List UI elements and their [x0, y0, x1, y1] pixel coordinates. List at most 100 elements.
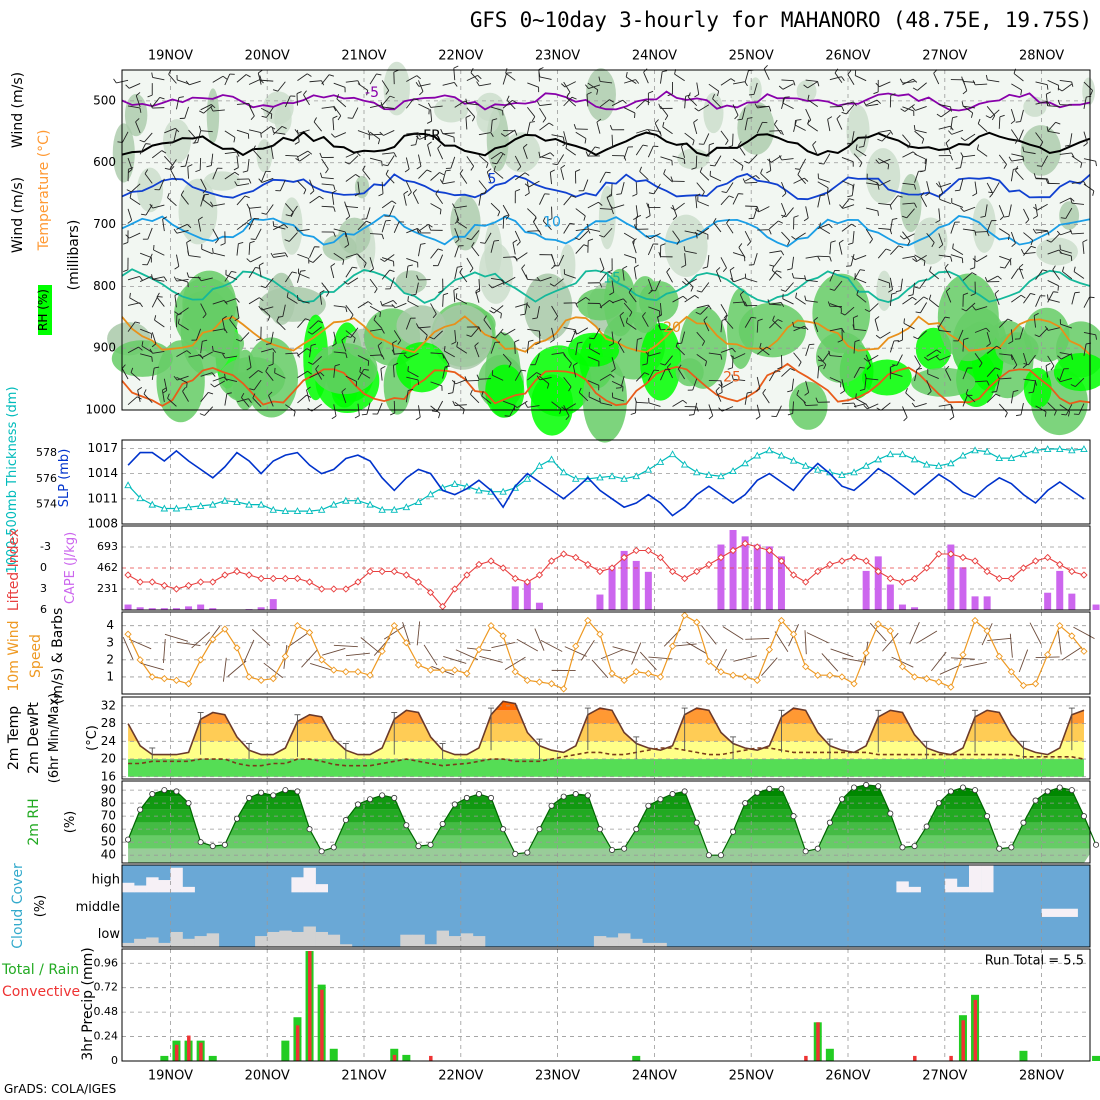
upper-wind-barb	[1060, 353, 1073, 360]
upper-wind-barb	[272, 126, 283, 135]
upper-wind-barb	[1059, 368, 1065, 381]
upper-wind-barb	[976, 255, 988, 263]
rh-marker	[1056, 784, 1063, 791]
lifted-index-marker	[160, 581, 168, 590]
upper-wind-barb	[123, 241, 129, 245]
precip-convective-bar	[174, 1044, 179, 1061]
cape-tick-label: 462	[97, 561, 118, 574]
thickness-marker	[475, 486, 483, 494]
upper-wind-barb	[236, 103, 249, 105]
thickness-marker	[692, 468, 701, 476]
upper-wind-barb	[963, 292, 969, 296]
upper-wind-barb	[379, 131, 384, 136]
surface-wind-barb	[301, 649, 318, 668]
upper-wind-barb	[154, 315, 157, 321]
precip-convective-bar	[199, 1042, 203, 1061]
thickness-marker	[668, 450, 677, 458]
upper-wind-barb	[176, 254, 180, 267]
wind-speed-marker	[741, 673, 749, 681]
upper-wind-barb	[284, 252, 288, 258]
upper-wind-barb	[562, 142, 567, 147]
top-date-label: 23NOV	[535, 49, 580, 64]
upper-wind-barb	[912, 296, 917, 301]
upper-wind-barb	[1042, 269, 1048, 272]
upper-wind-barb	[642, 144, 648, 147]
upper-wind-barb	[129, 292, 131, 298]
upper-wind-barb	[514, 130, 518, 136]
rh-cell	[815, 331, 867, 383]
upper-wind-barb	[246, 222, 252, 226]
upper-wind-barb	[805, 279, 818, 283]
wind-speed-marker	[293, 622, 302, 630]
upper-wind-barb	[224, 130, 236, 138]
upper-wind-barb	[866, 378, 879, 381]
cape-bar	[1092, 604, 1100, 610]
rh-marker	[173, 788, 180, 795]
upper-wind-barb	[1052, 269, 1061, 280]
upper-wind-barb	[416, 165, 422, 170]
upper-wind-barb	[201, 248, 213, 255]
upper-wind-barb	[454, 404, 467, 406]
upper-wind-barb	[149, 103, 153, 109]
upper-wind-barb	[817, 355, 827, 365]
upper-wind-barb	[756, 346, 767, 355]
upper-wind-barb	[393, 152, 397, 158]
rh-marker	[851, 784, 858, 791]
upper-wind-barb	[226, 392, 232, 395]
upper-wind-barb	[203, 193, 209, 196]
rh-cell	[1082, 77, 1095, 106]
lifted-index-marker	[898, 578, 907, 586]
upper-wind-barb	[382, 152, 395, 155]
upper-wind-barb	[514, 369, 522, 381]
thickness-marker	[245, 500, 253, 508]
upper-wind-barb	[781, 79, 794, 82]
lifted-index-marker	[656, 553, 665, 562]
upper-wind-barb	[897, 339, 903, 343]
cloud-low-bar	[267, 931, 280, 947]
upper-wind-barb	[359, 371, 371, 379]
wind-speed-marker	[547, 680, 556, 688]
upper-wind-barb	[202, 339, 208, 342]
upper-wind-barb	[936, 113, 942, 118]
upper-wind-barb	[841, 111, 847, 115]
upper-wind-barb	[776, 270, 782, 273]
upper-wind-barb	[297, 271, 301, 283]
upper-wind-barb	[387, 155, 395, 166]
upper-wind-barb	[863, 101, 867, 107]
upper-wind-barb	[898, 245, 904, 249]
isotherm-line	[121, 173, 1091, 201]
wind-speed-marker	[1068, 632, 1076, 640]
upper-wind-barb	[1011, 153, 1024, 157]
upper-wind-barb	[720, 195, 730, 206]
upper-wind-barb	[520, 313, 526, 316]
rh-cell	[262, 91, 294, 125]
upper-wind-barb	[769, 250, 782, 254]
upper-wind-barb	[512, 242, 516, 255]
cloud-high-bar	[944, 878, 958, 893]
upper-wind-barb	[1047, 79, 1059, 86]
surface-wind-barb	[252, 629, 271, 646]
upper-wind-barb	[593, 328, 601, 339]
lifted-index-marker	[777, 557, 786, 565]
upper-wind-barb	[986, 275, 998, 283]
isotherm-label: 20	[663, 320, 681, 336]
upper-wind-barb	[1047, 291, 1054, 303]
pressure-tick-label: 500	[93, 93, 116, 107]
upper-wind-barb	[888, 289, 893, 293]
upper-wind-barb	[792, 321, 795, 327]
upper-wind-barb	[586, 91, 592, 95]
upper-wind-barb	[279, 179, 286, 192]
upper-wind-barb	[587, 201, 599, 209]
upper-wind-barb	[805, 255, 818, 259]
upper-wind-barb	[352, 266, 358, 269]
upper-wind-barb	[756, 320, 759, 333]
upper-wind-barb	[135, 95, 141, 108]
rh-cell	[395, 270, 427, 294]
upper-wind-barb	[624, 254, 636, 259]
upper-wind-barb	[258, 305, 263, 311]
surface-wind-barb	[1073, 626, 1095, 639]
upper-wind-barb	[299, 153, 310, 162]
thickness-marker	[608, 472, 616, 480]
upper-wind-barb	[457, 265, 463, 268]
upper-wind-barb	[635, 339, 638, 352]
